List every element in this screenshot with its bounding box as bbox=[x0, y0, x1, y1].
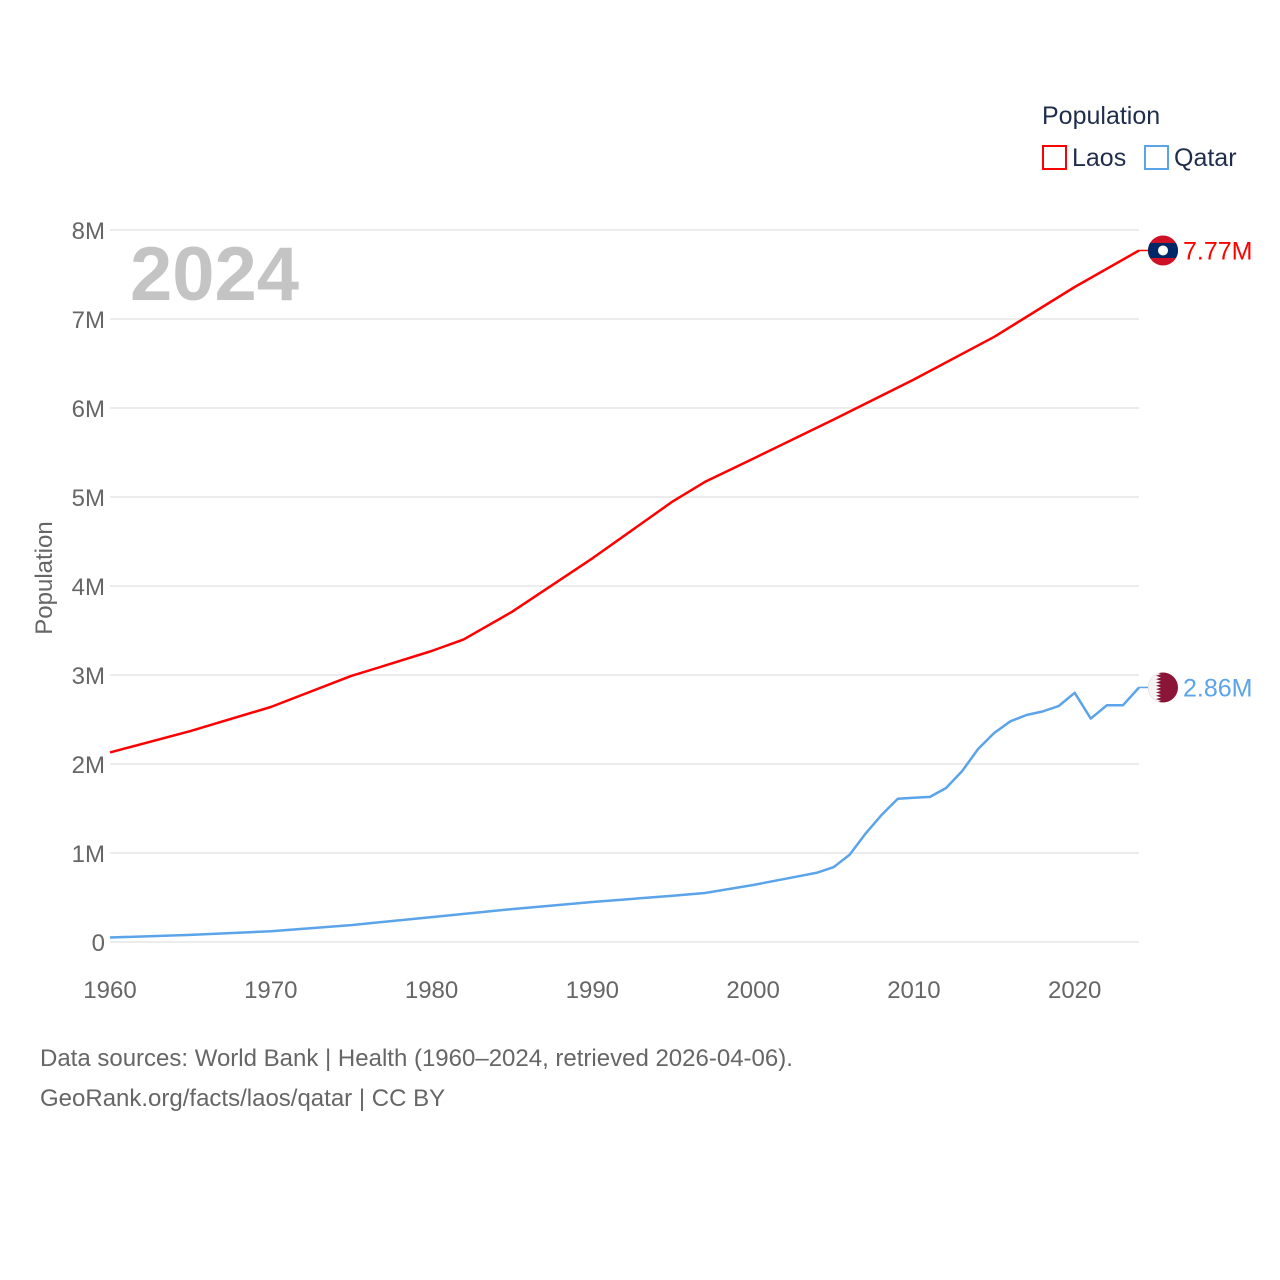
y-tick-label: 8M bbox=[72, 218, 105, 245]
legend-swatch-qatar bbox=[1144, 145, 1169, 170]
x-tick-label: 1980 bbox=[405, 977, 458, 1004]
legend-label-laos: Laos bbox=[1072, 144, 1126, 172]
legend-item-laos[interactable]: Laos bbox=[1042, 144, 1126, 172]
laos-flag-icon bbox=[1148, 235, 1178, 266]
x-tick-label: 1990 bbox=[566, 977, 619, 1004]
legend-label-qatar: Qatar bbox=[1174, 144, 1237, 172]
x-tick-label: 2000 bbox=[726, 977, 779, 1004]
end-value-label-laos: 7.77M bbox=[1183, 237, 1252, 265]
y-tick-label: 4M bbox=[72, 574, 105, 601]
qatar-flag-icon bbox=[1148, 672, 1178, 703]
grid bbox=[110, 229, 1139, 943]
y-tick-label: 0 bbox=[92, 930, 105, 957]
y-tick-label: 6M bbox=[72, 396, 105, 423]
y-tick-label: 1M bbox=[72, 841, 105, 868]
end-markers: 7.77M 2.86M bbox=[1139, 235, 1252, 703]
legend-swatch-laos bbox=[1042, 145, 1067, 170]
y-axis-label: Population bbox=[31, 521, 58, 634]
y-axis: 0 1M 2M 3M 4M 5M 6M 7M 8M bbox=[72, 218, 105, 957]
series-lines bbox=[109, 249, 1140, 939]
end-value-label-qatar: 2.86M bbox=[1183, 674, 1252, 702]
footer-sources: Data sources: World Bank | Health (1960–… bbox=[40, 1045, 793, 1072]
x-tick-label: 2010 bbox=[887, 977, 940, 1004]
legend-item-qatar[interactable]: Qatar bbox=[1144, 144, 1237, 172]
y-tick-label: 7M bbox=[72, 307, 105, 334]
series-line-laos bbox=[109, 249, 1140, 754]
y-tick-label: 5M bbox=[72, 485, 105, 512]
x-tick-label: 1960 bbox=[83, 977, 136, 1004]
x-tick-label: 1970 bbox=[244, 977, 297, 1004]
x-tick-label: 2020 bbox=[1048, 977, 1101, 1004]
y-tick-label: 3M bbox=[72, 663, 105, 690]
y-tick-label: 2M bbox=[72, 752, 105, 779]
year-label: 2024 bbox=[130, 232, 299, 317]
legend-title: Population bbox=[1042, 102, 1160, 130]
x-axis: 1960 1970 1980 1990 2000 2010 2020 bbox=[83, 977, 1101, 1004]
footer-attribution: GeoRank.org/facts/laos/qatar | CC BY bbox=[40, 1085, 446, 1112]
series-line-qatar bbox=[109, 686, 1140, 939]
